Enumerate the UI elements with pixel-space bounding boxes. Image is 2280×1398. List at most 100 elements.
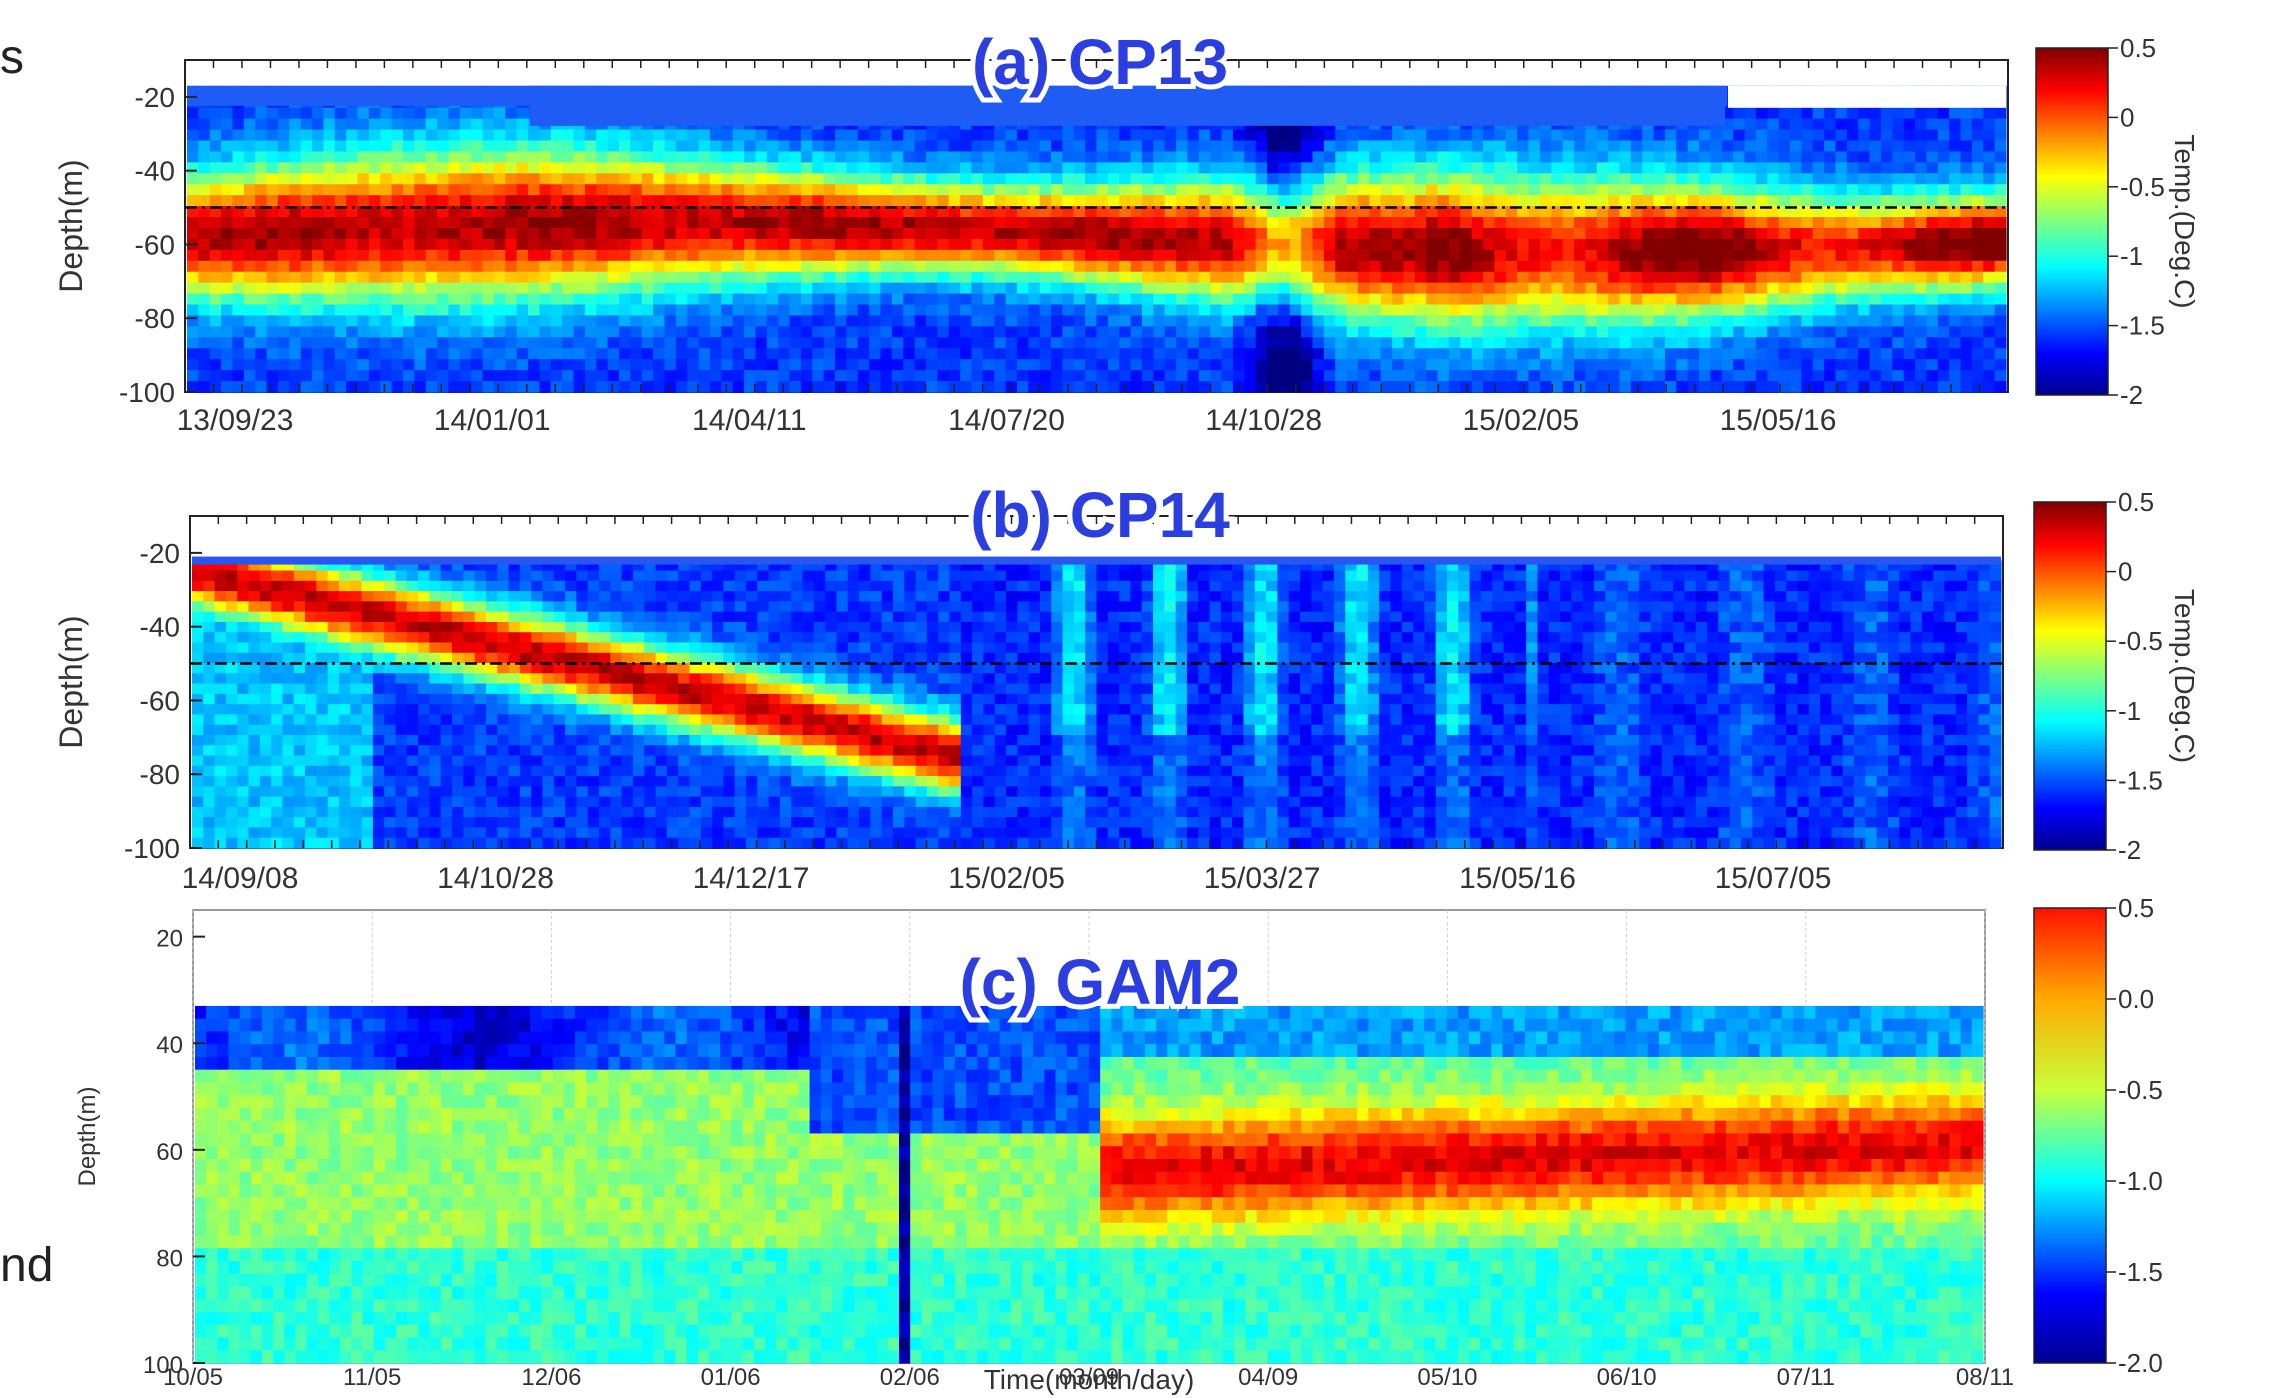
heatmap-cell <box>1721 249 1734 262</box>
heatmap-cell <box>1289 315 1302 327</box>
heatmap-cell <box>437 227 450 240</box>
heatmap-cell <box>1949 271 1962 284</box>
heatmap-cell <box>1539 151 1552 163</box>
heatmap-cell <box>1676 271 1689 284</box>
heatmap-cell <box>1210 370 1223 382</box>
heatmap-cell <box>721 381 734 393</box>
heatmap-cell <box>1721 370 1734 382</box>
heatmap-cell <box>653 227 666 240</box>
heatmap-cell <box>766 195 779 207</box>
heatmap-cell <box>846 260 859 273</box>
heatmap-cell <box>1255 381 1268 393</box>
heatmap-cell <box>1892 206 1905 218</box>
heatmap-cell <box>584 271 597 284</box>
heatmap-cell <box>1903 227 1916 240</box>
heatmap-cell <box>1448 184 1461 196</box>
heatmap-cell <box>1994 337 2007 349</box>
heatmap-cell <box>357 348 370 360</box>
heatmap-cell <box>391 282 404 295</box>
heatmap-cell <box>187 315 199 327</box>
heatmap-cell <box>675 260 688 273</box>
heatmap-cell <box>857 326 870 338</box>
heatmap-cell <box>1630 271 1643 284</box>
heatmap-cell <box>1267 370 1279 382</box>
heatmap-cell <box>482 381 495 393</box>
heatmap-cell <box>368 151 381 163</box>
heatmap-cell <box>414 370 427 382</box>
heatmap-cell <box>380 238 393 251</box>
heatmap-cell <box>1130 173 1143 185</box>
heatmap-cell <box>1323 151 1336 163</box>
heatmap-cell <box>1471 184 1484 196</box>
heatmap-cell <box>1483 271 1496 284</box>
heatmap-cell <box>516 107 529 120</box>
heatmap-cell <box>493 348 506 360</box>
heatmap-cell <box>1789 370 1802 382</box>
heatmap-cell <box>1153 326 1166 338</box>
heatmap-cell <box>687 162 700 174</box>
heatmap-cell <box>1721 315 1734 327</box>
heatmap-cell <box>971 173 984 185</box>
heatmap-cell <box>1164 184 1177 196</box>
heatmap-cell <box>493 370 506 382</box>
heatmap-cell <box>1255 217 1268 229</box>
heatmap-cell <box>778 304 791 317</box>
heatmap-cell <box>1653 184 1666 196</box>
heatmap-cell <box>368 260 381 273</box>
heatmap-cell <box>709 206 722 218</box>
heatmap-cell <box>1903 271 1916 284</box>
heatmap-cell <box>448 238 461 251</box>
heatmap-cell <box>414 304 427 317</box>
heatmap-cell <box>225 663 238 674</box>
heatmap-cell <box>607 184 620 196</box>
heatmap-cell <box>1551 271 1564 284</box>
heatmap-cell <box>1426 282 1439 295</box>
heatmap-cell <box>835 151 847 163</box>
heatmap-cell <box>675 381 688 393</box>
heatmap-cell <box>596 348 609 360</box>
heatmap-cell <box>1778 271 1791 284</box>
heatmap-cell <box>925 348 938 360</box>
heatmap-cell <box>221 162 234 174</box>
heatmap-cell <box>914 162 927 174</box>
heatmap-cell <box>1699 260 1712 273</box>
heatmap-cell <box>289 381 302 393</box>
heatmap-cell <box>1630 184 1643 196</box>
heatmap-cell <box>562 217 575 229</box>
heatmap-cell <box>391 217 404 229</box>
heatmap-cell <box>1710 173 1723 185</box>
heatmap-cell <box>869 206 882 218</box>
heatmap-cell <box>1642 293 1655 306</box>
heatmap-cell <box>1141 315 1154 327</box>
heatmap-cell <box>1551 260 1564 273</box>
heatmap-cell <box>755 337 768 349</box>
heatmap-cell <box>1755 282 1768 295</box>
heatmap-cell <box>1767 151 1780 163</box>
heatmap-cell <box>1994 238 2007 251</box>
heatmap-cell <box>1619 238 1632 251</box>
heatmap-cell <box>248 632 261 644</box>
heatmap-cell <box>300 195 313 207</box>
heatmap-cell <box>225 765 238 777</box>
heatmap-cell <box>1846 370 1859 382</box>
heatmap-cell <box>1255 206 1268 218</box>
heatmap-cell <box>1755 107 1768 120</box>
heatmap-cell <box>857 293 870 306</box>
heatmap-cell <box>1835 217 1848 229</box>
heatmap-cell <box>573 238 586 251</box>
heatmap-cell <box>869 249 882 262</box>
heatmap-cell <box>880 238 893 251</box>
heatmap-cell <box>880 249 893 262</box>
heatmap-cell <box>619 370 631 382</box>
heatmap-cell <box>1880 238 1893 251</box>
heatmap-cell <box>380 348 393 360</box>
heatmap-cell <box>1755 151 1768 163</box>
heatmap-cell <box>925 173 938 185</box>
heatmap-cell <box>293 806 306 818</box>
heatmap-cell <box>675 217 688 229</box>
heatmap-cell <box>857 381 870 393</box>
heatmap-cell <box>903 184 916 196</box>
heatmap-cell <box>891 271 904 284</box>
heatmap-cell <box>948 195 961 207</box>
heatmap-cell <box>1335 271 1348 284</box>
